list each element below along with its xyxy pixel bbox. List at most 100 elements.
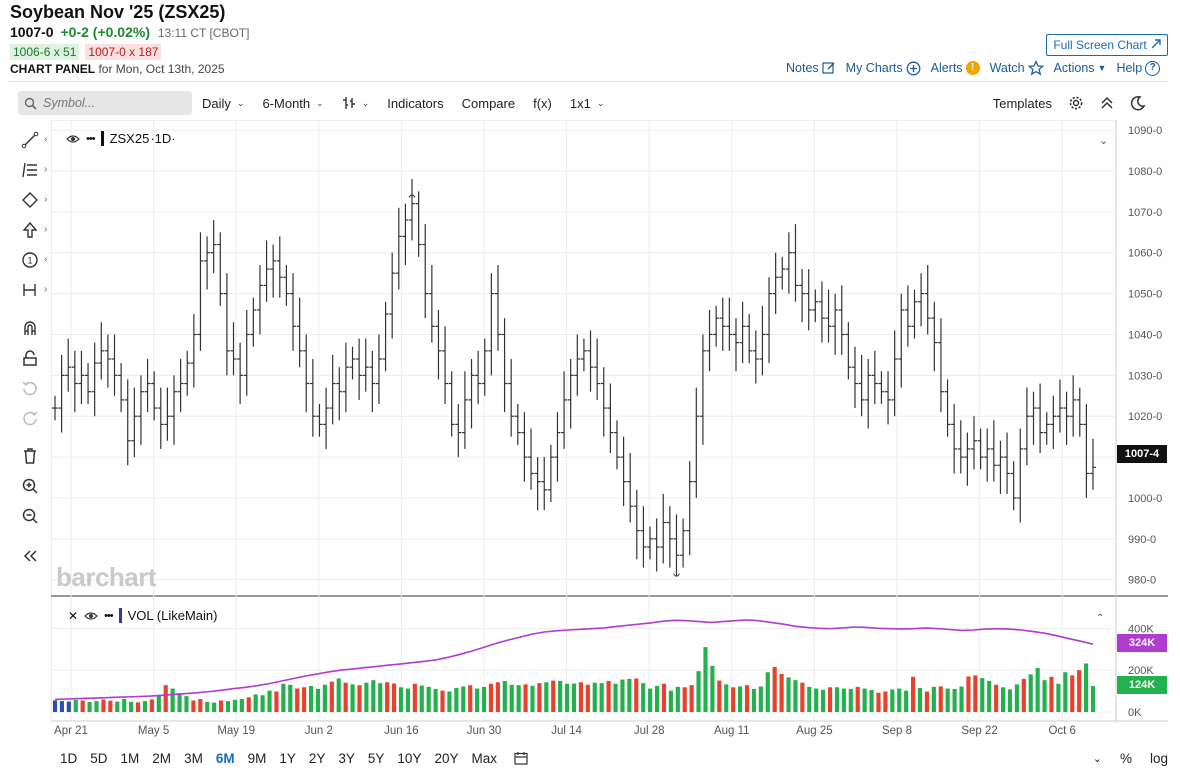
volume-bar — [724, 684, 729, 712]
alerts-link[interactable]: Alerts ! — [931, 61, 980, 75]
volume-bar — [544, 682, 549, 712]
symbol-search-input[interactable]: Symbol... — [18, 91, 192, 115]
volume-tick-label: 400K — [1128, 623, 1154, 635]
collapse-sidebar-icon[interactable] — [18, 544, 42, 568]
instrument-title: Soybean Nov '25 (ZSX25) — [10, 2, 226, 22]
volume-bar — [66, 701, 71, 712]
undo-icon[interactable] — [18, 376, 42, 400]
trendline-tool-icon[interactable] — [18, 128, 42, 152]
moon-icon[interactable] — [1130, 95, 1146, 111]
ask-badge: 1007-0 x 187 — [85, 44, 162, 60]
range-button-5y[interactable]: 5Y — [367, 750, 385, 766]
volume-bar — [295, 688, 300, 712]
volume-bar — [468, 685, 473, 712]
chevron-right-icon[interactable]: › — [44, 224, 48, 235]
log-toggle[interactable]: log — [1149, 750, 1168, 766]
volume-bar — [613, 683, 618, 712]
interval-dropdown[interactable]: Daily ⌄ — [202, 96, 244, 111]
compare-button[interactable]: Compare — [461, 95, 516, 111]
time-tick-label: Sep 8 — [882, 725, 912, 737]
fx-button[interactable]: f(x) — [533, 95, 552, 111]
calendar-icon[interactable] — [514, 751, 528, 765]
eye-icon[interactable] — [66, 134, 80, 144]
chevron-up-icon: ⌃ — [1096, 613, 1104, 624]
close-icon[interactable]: ✕ — [68, 608, 79, 623]
percent-toggle[interactable]: % — [1119, 750, 1132, 766]
my-charts-link[interactable]: My Charts — [846, 61, 921, 76]
actions-menu[interactable]: Actions ▼ — [1054, 61, 1107, 75]
volume-bar — [897, 688, 902, 712]
volume-bar — [717, 680, 722, 712]
volume-last-tag: 124K — [1117, 676, 1167, 694]
volume-bar — [156, 695, 161, 712]
quote-time: 13:11 CT [CBOT] — [157, 26, 250, 40]
price-volume-chart[interactable]: 1090-0 1080-0 1070-0 1060-0 1050-0 1040-0 1030… — [51, 120, 1168, 742]
volume-bar — [495, 682, 500, 712]
volume-bar — [530, 685, 535, 712]
range-button-max[interactable]: Max — [471, 750, 497, 766]
caret-down-icon: ▼ — [1097, 63, 1107, 73]
chevron-right-icon[interactable]: › — [44, 134, 48, 145]
zoom-in-icon[interactable] — [18, 474, 42, 498]
range-button-6m[interactable]: 6M — [215, 750, 235, 766]
templates-button[interactable]: Templates — [992, 95, 1052, 111]
volume-bar — [142, 701, 148, 712]
range-button-2y[interactable]: 2Y — [308, 750, 326, 766]
range-button-3m[interactable]: 3M — [184, 750, 203, 766]
range-button-10y[interactable]: 10Y — [397, 750, 422, 766]
indicators-button[interactable]: Indicators — [387, 95, 444, 111]
chevron-right-icon[interactable]: › — [44, 254, 48, 265]
volume-bar — [475, 688, 480, 712]
volume-bar — [765, 672, 770, 712]
chevron-down-icon[interactable]: ⌄ — [1092, 752, 1102, 765]
volume-bar — [94, 701, 99, 712]
redo-icon[interactable] — [18, 406, 42, 430]
time-tick-label: Aug 11 — [714, 725, 750, 737]
range-button-1d[interactable]: 1D — [60, 750, 78, 766]
gear-icon[interactable] — [1068, 95, 1084, 111]
zoom-out-icon[interactable] — [18, 504, 42, 528]
range-button-20y[interactable]: 20Y — [434, 750, 459, 766]
collapse-up-icon[interactable] — [1100, 96, 1114, 110]
chevron-right-icon[interactable]: › — [44, 164, 48, 175]
chart-area[interactable]: 1090-0 1080-0 1070-0 1060-0 1050-0 1040-0 1030… — [51, 120, 1168, 742]
volume-bar — [135, 702, 141, 712]
chevron-right-icon[interactable]: › — [44, 194, 48, 205]
range-button-2m[interactable]: 2M — [152, 750, 172, 766]
magnet-icon[interactable] — [18, 316, 42, 340]
help-link[interactable]: Help ? — [1116, 60, 1161, 76]
volume-bar — [772, 667, 777, 712]
volume-bar — [814, 688, 819, 712]
period-dropdown[interactable]: 6-Month ⌄ — [262, 96, 323, 111]
notes-link[interactable]: Notes — [786, 61, 836, 75]
chevron-down-icon: ⌄ — [361, 97, 370, 108]
volume-bar — [1084, 663, 1089, 712]
volume-bar — [744, 685, 750, 712]
chevron-right-icon[interactable]: › — [44, 284, 48, 295]
interval-label: Daily — [202, 95, 231, 111]
watch-link[interactable]: Watch — [990, 60, 1044, 76]
my-charts-label: My Charts — [845, 61, 903, 75]
shape-tool-icon[interactable] — [18, 188, 42, 212]
trash-icon[interactable] — [18, 444, 42, 468]
range-button-1y[interactable]: 1Y — [279, 750, 296, 766]
measure-tool-icon[interactable] — [18, 278, 42, 302]
volume-bar — [392, 683, 397, 712]
lock-icon[interactable] — [18, 346, 42, 370]
price-tick-label: 1030-0 — [1128, 370, 1162, 382]
eye-icon[interactable] — [84, 611, 98, 621]
last-price: 1007-0 — [10, 24, 54, 40]
more-options-icon[interactable]: ••• — [104, 609, 114, 622]
range-button-1m[interactable]: 1M — [120, 750, 140, 766]
full-screen-chart-button[interactable]: Full Screen Chart — [1046, 34, 1168, 56]
layout-dropdown[interactable]: 1x1 ⌄ — [570, 96, 605, 111]
arrow-tool-icon[interactable] — [18, 218, 42, 242]
fibonacci-tool-icon[interactable] — [18, 158, 42, 182]
chart-type-dropdown[interactable]: ⌄ — [342, 96, 370, 110]
period-label: 6-Month — [262, 95, 311, 111]
range-button-3y[interactable]: 3Y — [338, 750, 355, 766]
number-marker-icon[interactable]: 1 — [18, 248, 42, 272]
more-options-icon[interactable]: ••• — [86, 132, 96, 145]
range-button-9m[interactable]: 9M — [247, 750, 267, 766]
range-button-5d[interactable]: 5D — [90, 750, 108, 766]
